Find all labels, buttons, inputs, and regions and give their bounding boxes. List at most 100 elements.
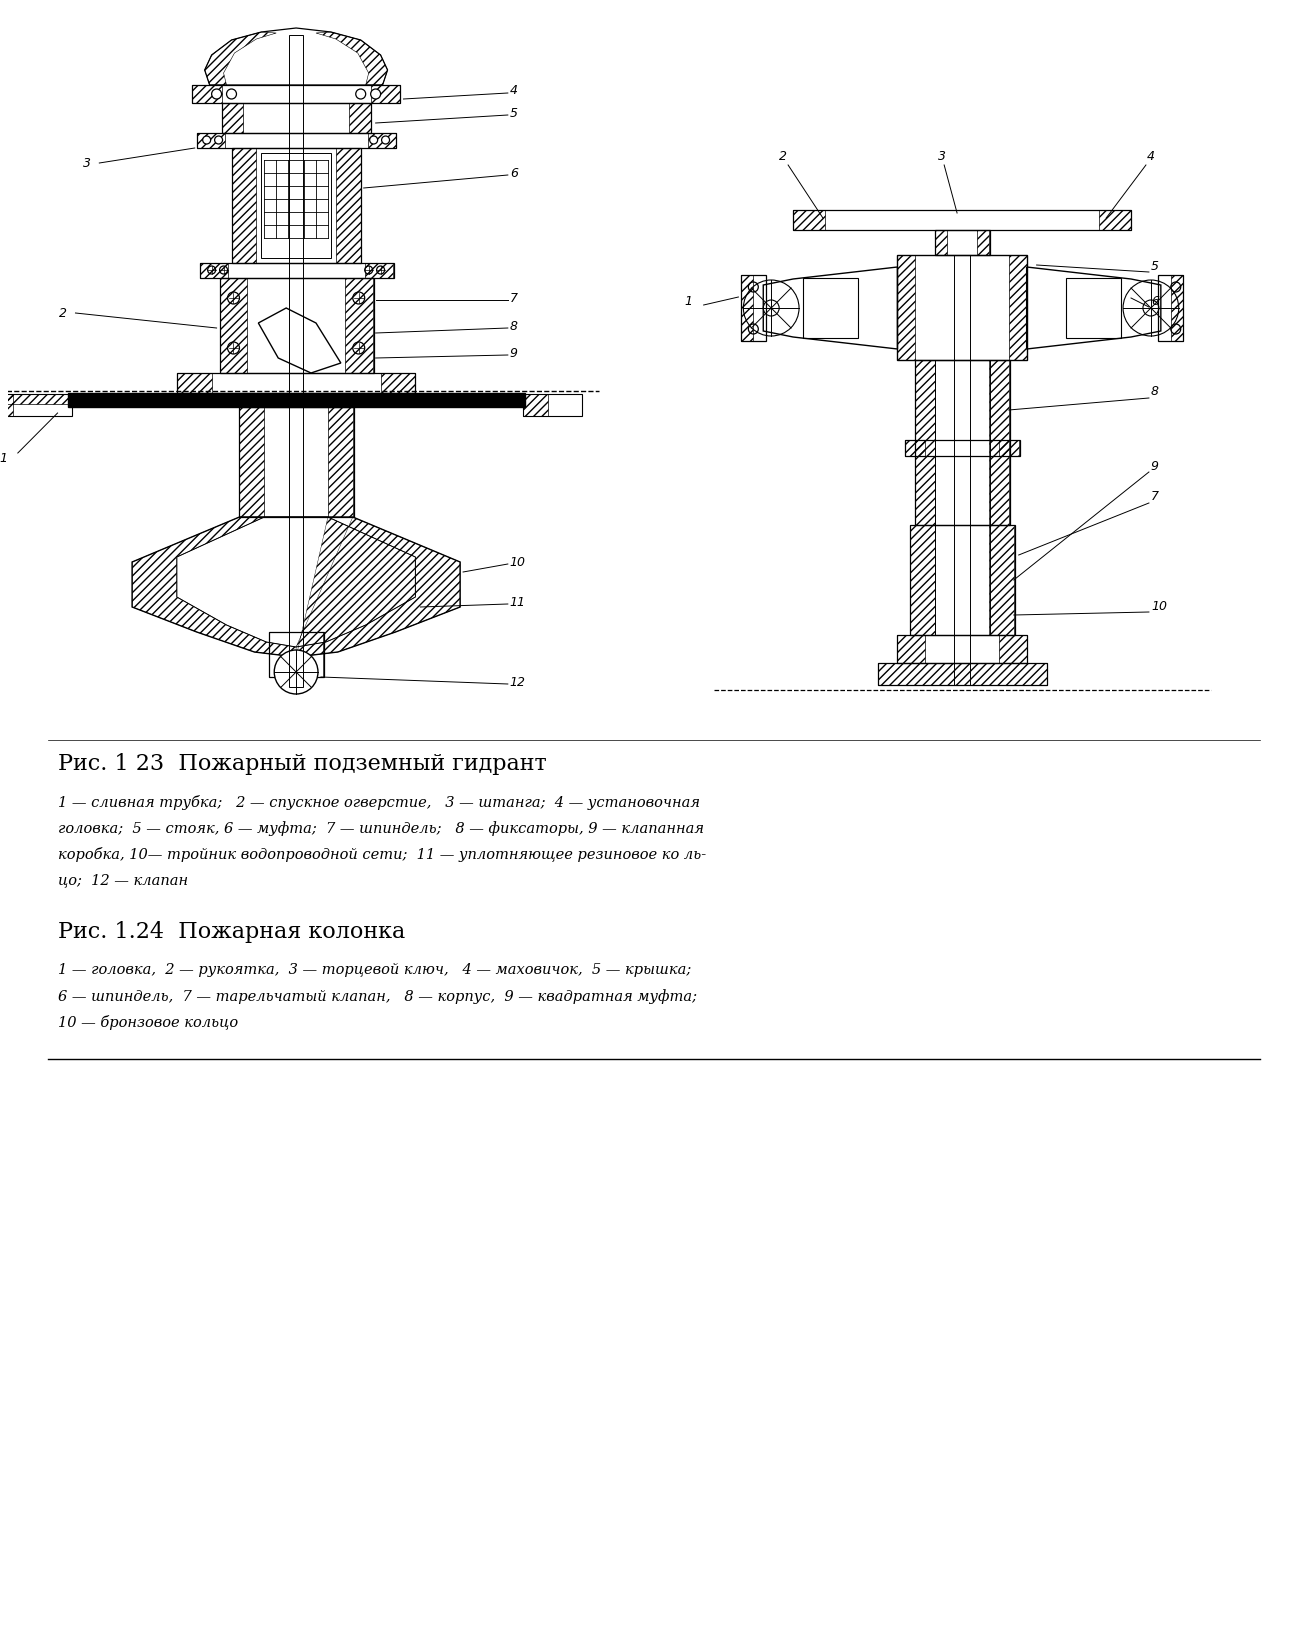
Text: 2: 2: [779, 150, 787, 163]
Bar: [741, 275, 766, 340]
Text: 6 — шпиндель,  7 — тарельчатый клапан,   8 — корпус,  9 — квадратная муфта;: 6 — шпиндель, 7 — тарельчатый клапан, 8 …: [57, 989, 697, 1003]
Bar: [1158, 275, 1182, 340]
Bar: [906, 440, 925, 456]
Bar: [999, 440, 1019, 456]
Bar: [177, 373, 212, 393]
Bar: [349, 103, 371, 134]
Bar: [1099, 210, 1131, 230]
Bar: [1067, 279, 1121, 337]
Bar: [977, 230, 989, 256]
Text: 12: 12: [510, 676, 526, 689]
Bar: [367, 134, 396, 148]
Bar: [954, 256, 970, 686]
Text: 4: 4: [510, 83, 518, 96]
Bar: [523, 394, 548, 415]
Circle shape: [371, 90, 380, 99]
Bar: [192, 85, 401, 103]
Bar: [936, 360, 990, 525]
Bar: [380, 373, 415, 393]
Bar: [328, 407, 353, 516]
Text: 2: 2: [58, 306, 66, 319]
Text: 10 — бронзовое кольцо: 10 — бронзовое кольцо: [57, 1015, 238, 1030]
Bar: [365, 262, 392, 279]
Bar: [200, 262, 393, 279]
Text: 6: 6: [1151, 295, 1159, 308]
Bar: [936, 525, 990, 635]
Bar: [936, 230, 990, 256]
Bar: [219, 279, 374, 373]
Bar: [239, 407, 354, 516]
Bar: [67, 393, 524, 407]
Bar: [999, 635, 1027, 663]
Bar: [910, 525, 1015, 635]
Bar: [897, 635, 925, 663]
Bar: [336, 148, 361, 262]
Circle shape: [212, 90, 222, 99]
Bar: [523, 394, 583, 415]
Circle shape: [227, 90, 236, 99]
Text: 10: 10: [510, 555, 526, 569]
Text: 3: 3: [83, 156, 91, 169]
Text: 1: 1: [685, 295, 693, 308]
Bar: [877, 663, 1046, 686]
Bar: [345, 279, 373, 373]
Text: 10: 10: [1151, 599, 1167, 613]
Bar: [897, 256, 1027, 360]
Text: 1 — головка,  2 — рукоятка,  3 — торцевой ключ,   4 — маховичок,  5 — крышка;: 1 — головка, 2 — рукоятка, 3 — торцевой …: [57, 963, 691, 977]
Bar: [793, 210, 1131, 230]
Bar: [877, 663, 1046, 686]
Bar: [741, 275, 753, 340]
Text: 1: 1: [0, 451, 6, 464]
Bar: [222, 103, 371, 134]
Bar: [192, 85, 222, 103]
Bar: [897, 256, 915, 360]
Text: цо;  12 — клапан: цо; 12 — клапан: [57, 873, 188, 888]
Text: 5: 5: [510, 106, 518, 119]
Circle shape: [370, 135, 378, 143]
Bar: [915, 360, 1010, 525]
Bar: [0, 394, 73, 415]
Bar: [197, 134, 396, 148]
Bar: [989, 360, 1009, 525]
Bar: [1009, 256, 1027, 360]
Circle shape: [214, 135, 222, 143]
Bar: [0, 394, 13, 415]
Text: 7: 7: [510, 292, 518, 305]
Circle shape: [202, 135, 210, 143]
Bar: [289, 34, 302, 687]
Text: головка;  5 — стояк, 6 — муфта;  7 — шпиндель;   8 — фиксаторы, 9 — клапанная: головка; 5 — стояк, 6 — муфта; 7 — шпинд…: [57, 821, 704, 836]
Bar: [803, 279, 858, 337]
Bar: [0, 394, 73, 404]
Bar: [793, 210, 826, 230]
Bar: [231, 148, 361, 262]
Text: 11: 11: [510, 596, 526, 609]
Bar: [910, 525, 936, 635]
Bar: [200, 262, 227, 279]
Text: 3: 3: [938, 150, 946, 163]
Text: Рис. 1 23  Пожарный подземный гидрант: Рис. 1 23 Пожарный подземный гидрант: [57, 753, 546, 775]
Bar: [936, 230, 948, 256]
Text: 6: 6: [510, 166, 518, 179]
Bar: [989, 525, 1014, 635]
Bar: [897, 635, 1027, 663]
Circle shape: [356, 90, 366, 99]
Text: 5: 5: [1151, 261, 1159, 274]
Text: 9: 9: [510, 347, 518, 360]
Bar: [222, 103, 244, 134]
Bar: [219, 279, 248, 373]
Circle shape: [382, 135, 389, 143]
Text: Рис. 1.24  Пожарная колонка: Рис. 1.24 Пожарная колонка: [57, 920, 405, 943]
Text: 8: 8: [510, 319, 518, 332]
Bar: [239, 407, 265, 516]
Circle shape: [274, 650, 318, 694]
Text: 4: 4: [1147, 150, 1155, 163]
Bar: [269, 632, 324, 678]
Bar: [371, 85, 401, 103]
Text: 9: 9: [1151, 459, 1159, 472]
Text: 1 — сливная трубка;   2 — спускное огверстие,   3 — штанга;  4 — установочная: 1 — сливная трубка; 2 — спускное огверст…: [57, 795, 700, 810]
Text: 8: 8: [1151, 384, 1159, 397]
Bar: [915, 360, 936, 525]
Bar: [231, 148, 257, 262]
Bar: [197, 134, 225, 148]
Text: 7: 7: [1151, 490, 1159, 503]
